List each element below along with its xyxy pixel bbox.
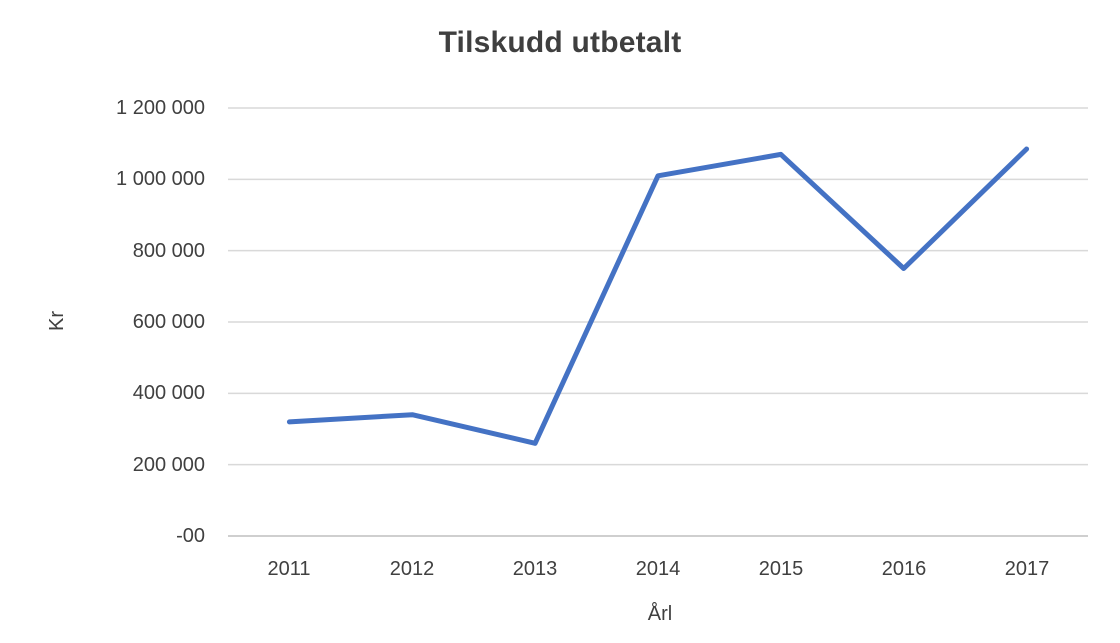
y-tick-label: 800 000 bbox=[132, 240, 205, 262]
y-tick-label: 1 000 000 bbox=[116, 168, 205, 190]
x-tick-label: 2017 bbox=[1004, 558, 1050, 580]
x-tick-label: 2016 bbox=[881, 558, 927, 580]
y-axis-title: Kr bbox=[46, 311, 68, 331]
y-tick-label: 200 000 bbox=[132, 454, 205, 476]
x-axis-title: Årl bbox=[647, 603, 673, 625]
x-tick-label: 2012 bbox=[389, 558, 435, 580]
chart-title: Tilskudd utbetalt bbox=[438, 26, 682, 59]
y-tick-label: 400 000 bbox=[132, 382, 205, 404]
y-tick-label: -00 bbox=[176, 525, 205, 547]
y-tick-label: 600 000 bbox=[132, 311, 205, 333]
series-line bbox=[286, 146, 1030, 446]
x-tick-label: 2013 bbox=[512, 558, 558, 580]
x-tick-label: 2015 bbox=[758, 558, 804, 580]
x-tick-label: 2014 bbox=[635, 558, 681, 580]
y-tick-label: 1 200 000 bbox=[116, 97, 205, 119]
x-tick-label: 2011 bbox=[267, 558, 311, 580]
